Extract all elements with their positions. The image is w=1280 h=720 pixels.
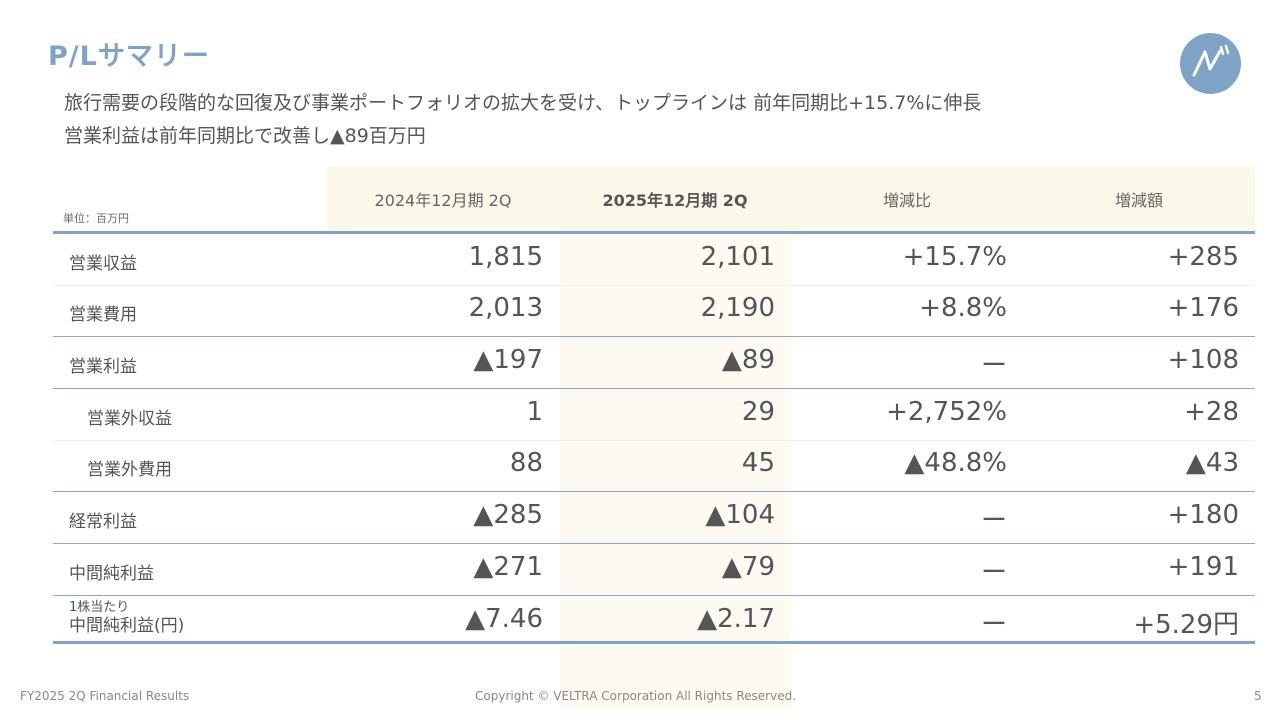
page-title: P/Lサマリー [48, 41, 210, 72]
row-label: 営業外費用 [87, 460, 172, 480]
cell-change-rate: +2,752% [886, 397, 1007, 427]
cell-2025: ▲2.17 [697, 604, 775, 634]
cell-change-rate: ー [980, 558, 1007, 588]
cell-change-rate: ー [980, 610, 1007, 640]
cell-change-amount: +191 [1167, 552, 1239, 582]
cell-2024: 1,815 [468, 242, 543, 272]
cell-2024: ▲271 [473, 552, 543, 582]
table-row: 営業外費用 88 45 ▲48.8% ▲43 [53, 440, 1255, 492]
table-header-row: 単位：百万円 2024年12月期 2Q 2025年12月期 2Q 増減比 増減額 [53, 167, 1255, 231]
unit-label: 単位：百万円 [63, 212, 129, 225]
cell-2024: 1 [526, 397, 543, 427]
cell-2024: 2,013 [468, 293, 543, 323]
row-label-main: 中間純利益(円) [69, 616, 185, 636]
cell-change-amount: +180 [1167, 500, 1239, 530]
cell-change-rate: +15.7% [902, 242, 1007, 272]
cell-2025: 29 [741, 397, 775, 427]
cell-change-amount: +176 [1167, 293, 1239, 323]
cell-2025: ▲89 [721, 345, 775, 375]
table-row: 営業外収益 1 29 +2,752% +28 [53, 389, 1255, 441]
cell-change-amount: +108 [1167, 345, 1239, 375]
table-row: 経常利益 ▲285 ▲104 ー +180 [53, 492, 1255, 544]
cell-change-rate: +8.8% [919, 293, 1007, 323]
table-row: 営業費用 2,013 2,190 +8.8% +176 [53, 285, 1255, 337]
table-row: 1株当たり 中間純利益(円) ▲7.46 ▲2.17 ー +5.29円 [53, 596, 1255, 647]
cell-2024: 88 [509, 448, 543, 478]
cell-2025: ▲79 [721, 552, 775, 582]
cell-change-amount: +5.29円 [1133, 610, 1239, 640]
cell-change-rate: ー [980, 351, 1007, 381]
cell-2024: ▲285 [473, 500, 543, 530]
footer-report-name: FY2025 2Q Financial Results [20, 689, 190, 703]
cell-change-amount: +28 [1184, 397, 1239, 427]
subtitle-line-1: 旅行需要の段階的な回復及び事業ポートフォリオの拡大を受け、トップラインは 前年同… [64, 92, 982, 114]
table-row: 営業収益 1,815 2,101 +15.7% +285 [53, 234, 1255, 286]
row-label: 営業費用 [69, 305, 137, 325]
row-label: 中間純利益 [69, 564, 154, 584]
header-change-rate: 増減比 [882, 191, 931, 210]
current-period-column-highlight [560, 231, 791, 709]
row-label: 営業利益 [69, 357, 137, 377]
header-change-amount: 増減額 [1114, 191, 1163, 210]
cell-change-amount: +285 [1167, 242, 1239, 272]
cell-change-amount: ▲43 [1185, 448, 1239, 478]
cell-2025: 45 [741, 448, 775, 478]
table-row: 中間純利益 ▲271 ▲79 ー +191 [53, 544, 1255, 596]
table-bottom-rule [53, 641, 1255, 644]
footer-copyright: Copyright © VELTRA Corporation All Right… [475, 689, 797, 703]
subtitle-line-2: 営業利益は前年同期比で改善し▲89百万円 [64, 125, 426, 147]
cell-change-rate: ▲48.8% [904, 448, 1007, 478]
row-label-prefix: 1株当たり [69, 600, 130, 615]
cell-2024: ▲7.46 [465, 604, 543, 634]
cell-2024: ▲197 [473, 345, 543, 375]
header-2025-2q: 2025年12月期 2Q [602, 191, 748, 210]
page-number: 5 [1254, 689, 1262, 703]
cell-2025: 2,101 [700, 242, 775, 272]
cell-2025: ▲104 [705, 500, 775, 530]
cell-change-rate: ー [980, 506, 1007, 536]
row-label: 経常利益 [69, 512, 137, 532]
cell-2025: 2,190 [700, 293, 775, 323]
table-top-rule [53, 231, 1255, 234]
header-background [327, 167, 1255, 231]
row-label: 営業収益 [69, 254, 137, 274]
header-2024-2q: 2024年12月期 2Q [374, 191, 512, 210]
veltra-logo-icon [1180, 33, 1241, 94]
row-label: 1株当たり 中間純利益(円) [69, 600, 184, 637]
table-row: 営業利益 ▲197 ▲89 ー +108 [53, 337, 1255, 389]
row-label: 営業外収益 [87, 409, 172, 429]
